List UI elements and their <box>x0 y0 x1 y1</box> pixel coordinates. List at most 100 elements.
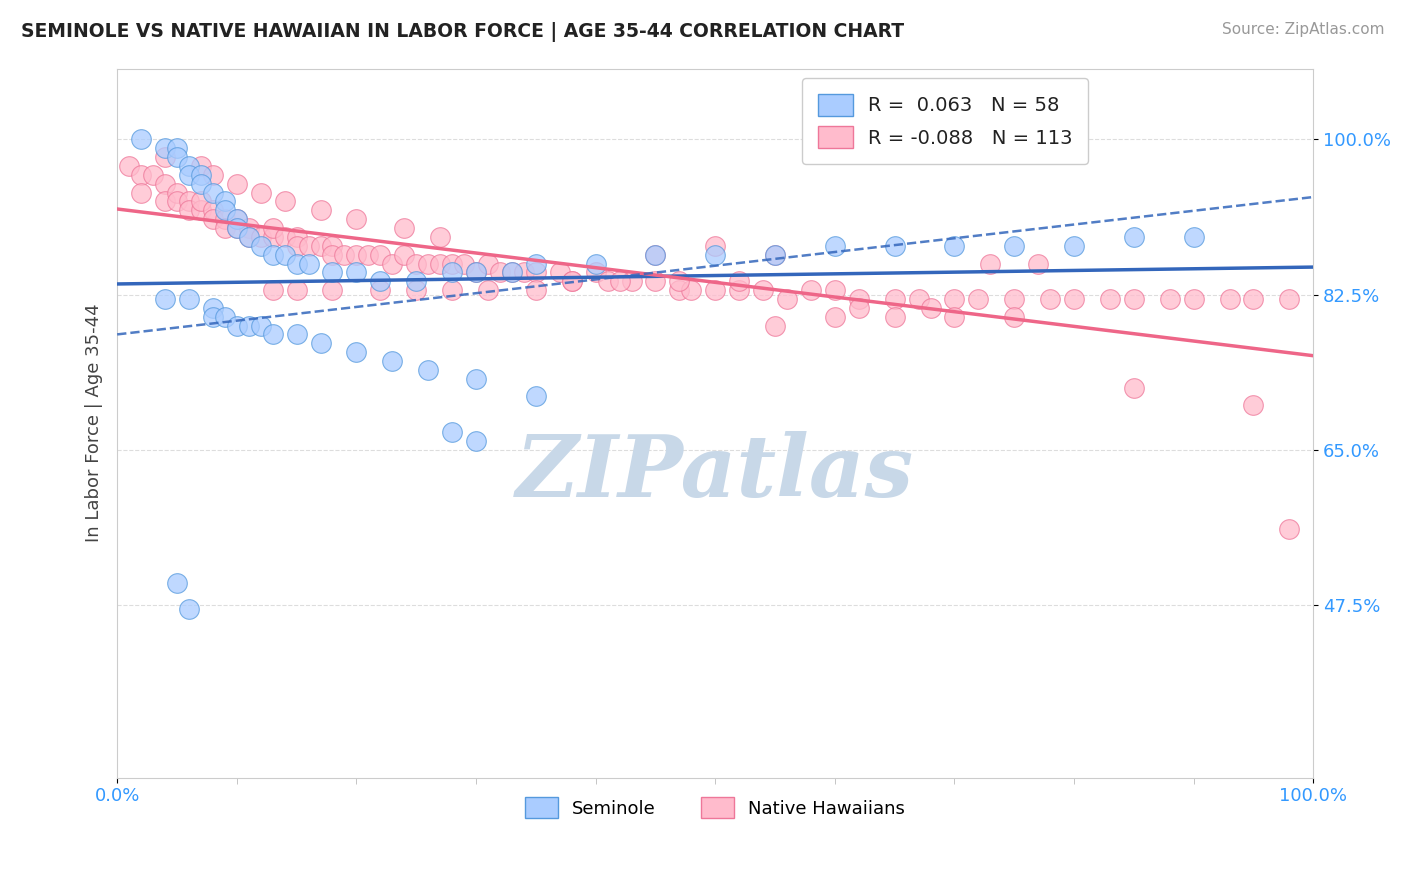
Point <box>201 186 224 200</box>
Point <box>370 274 392 288</box>
Point <box>644 247 666 261</box>
Point <box>153 141 176 155</box>
Point <box>596 274 619 288</box>
Point <box>752 283 775 297</box>
Point <box>465 372 488 386</box>
Point <box>513 265 536 279</box>
Point <box>1026 256 1049 270</box>
Point <box>370 283 392 297</box>
Point <box>190 177 212 191</box>
Point <box>883 292 905 306</box>
Point <box>1159 292 1181 306</box>
Point <box>1182 292 1205 306</box>
Point <box>214 212 236 227</box>
Point <box>177 602 200 616</box>
Point <box>262 221 284 235</box>
Point <box>273 247 295 261</box>
Point <box>979 256 1001 270</box>
Point <box>1243 292 1265 306</box>
Point <box>776 292 799 306</box>
Point <box>704 239 727 253</box>
Point <box>848 292 870 306</box>
Point <box>249 186 271 200</box>
Point <box>285 327 308 342</box>
Point <box>1098 292 1121 306</box>
Point <box>273 230 295 244</box>
Point <box>225 221 247 235</box>
Point <box>238 230 260 244</box>
Point <box>405 283 427 297</box>
Point <box>309 336 332 351</box>
Point <box>418 363 440 377</box>
Point <box>644 274 666 288</box>
Point <box>344 247 367 261</box>
Point <box>129 168 152 182</box>
Point <box>166 141 188 155</box>
Point <box>453 256 475 270</box>
Point <box>153 150 176 164</box>
Point <box>1002 310 1025 324</box>
Point <box>585 265 607 279</box>
Point <box>907 292 929 306</box>
Point <box>297 239 319 253</box>
Point <box>370 247 392 261</box>
Point <box>824 310 846 324</box>
Point <box>609 274 631 288</box>
Point <box>1002 239 1025 253</box>
Point <box>344 212 367 227</box>
Point <box>166 575 188 590</box>
Point <box>225 318 247 333</box>
Point <box>644 247 666 261</box>
Point <box>704 283 727 297</box>
Point <box>344 265 367 279</box>
Point <box>524 283 547 297</box>
Point <box>561 274 583 288</box>
Point <box>177 203 200 218</box>
Point <box>441 283 464 297</box>
Point <box>333 247 356 261</box>
Point <box>728 283 751 297</box>
Point <box>1122 381 1144 395</box>
Point <box>405 256 427 270</box>
Point <box>225 212 247 227</box>
Point <box>1002 292 1025 306</box>
Point <box>214 221 236 235</box>
Point <box>201 168 224 182</box>
Point <box>201 310 224 324</box>
Point <box>214 194 236 209</box>
Point <box>1182 230 1205 244</box>
Point <box>429 256 451 270</box>
Point <box>381 354 404 368</box>
Point <box>238 318 260 333</box>
Point <box>943 292 966 306</box>
Point <box>357 247 380 261</box>
Point <box>166 186 188 200</box>
Point <box>883 310 905 324</box>
Point <box>489 265 512 279</box>
Point <box>800 283 823 297</box>
Point <box>285 256 308 270</box>
Point <box>285 239 308 253</box>
Point <box>704 247 727 261</box>
Point <box>190 168 212 182</box>
Point <box>943 239 966 253</box>
Point <box>943 310 966 324</box>
Point <box>405 274 427 288</box>
Point <box>1243 398 1265 412</box>
Point <box>225 221 247 235</box>
Point <box>201 301 224 315</box>
Point <box>728 274 751 288</box>
Point <box>1278 292 1301 306</box>
Point <box>620 274 643 288</box>
Point <box>441 265 464 279</box>
Point <box>394 247 416 261</box>
Point <box>1122 230 1144 244</box>
Point <box>249 230 271 244</box>
Point <box>262 283 284 297</box>
Point <box>129 186 152 200</box>
Text: SEMINOLE VS NATIVE HAWAIIAN IN LABOR FORCE | AGE 35-44 CORRELATION CHART: SEMINOLE VS NATIVE HAWAIIAN IN LABOR FOR… <box>21 22 904 42</box>
Point <box>763 247 786 261</box>
Point <box>238 221 260 235</box>
Point <box>297 256 319 270</box>
Point <box>668 283 690 297</box>
